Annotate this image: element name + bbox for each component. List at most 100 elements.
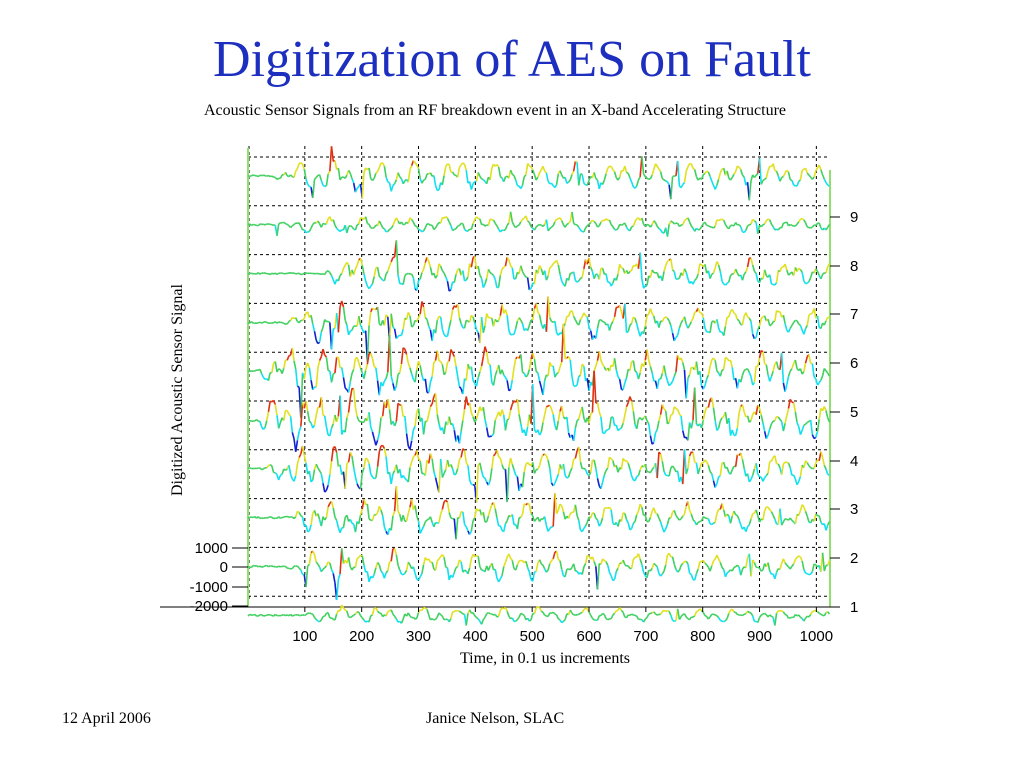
trace-segment — [301, 445, 306, 456]
trace-segment — [687, 501, 691, 511]
trace-segment — [501, 369, 505, 376]
trace-segment — [784, 263, 788, 271]
trace-segment — [677, 277, 680, 280]
trace-segment — [305, 612, 309, 616]
trace-segment — [540, 454, 544, 459]
trace-segment — [695, 227, 699, 231]
trace-segment — [267, 174, 271, 178]
trace-segment — [497, 275, 502, 288]
trace-segment — [782, 315, 786, 324]
trace-segment — [676, 470, 681, 483]
trace-segment — [515, 618, 518, 622]
trace-segment — [672, 175, 675, 178]
trace-segment — [331, 617, 334, 620]
trace-segment — [630, 523, 635, 529]
trace-segment — [468, 479, 473, 485]
trace-segment — [484, 477, 488, 483]
trace-segment — [702, 172, 706, 176]
trace-segment — [776, 228, 779, 231]
trace-segment — [702, 611, 706, 616]
trace-segment — [453, 609, 457, 613]
trace-segment — [721, 503, 725, 511]
trace-segment — [346, 226, 350, 234]
trace-segment — [356, 416, 360, 421]
trace-segment — [397, 372, 401, 375]
trace-segment — [499, 575, 503, 580]
trace-segment — [644, 176, 648, 179]
trace-segment — [786, 376, 790, 385]
trace-segment — [395, 403, 399, 422]
trace-segment — [300, 569, 304, 575]
trace-segment — [635, 323, 640, 331]
trace-segment — [298, 453, 302, 458]
trace-segment — [687, 563, 691, 574]
trace-segment — [397, 510, 401, 515]
trace-segment — [312, 469, 316, 480]
trace-segment — [322, 319, 326, 328]
trace-segment — [641, 217, 645, 225]
trace-segment — [760, 569, 764, 572]
trace-segment — [414, 617, 418, 620]
trace-segment — [543, 270, 548, 281]
trace-segment — [801, 560, 805, 570]
trace-segment — [671, 465, 675, 469]
trace-segment — [674, 619, 677, 623]
trace-segment — [380, 570, 384, 574]
trace-segment — [574, 319, 578, 324]
trace-segment — [419, 573, 423, 578]
trace-segment — [300, 226, 304, 231]
trace-segment — [771, 283, 774, 286]
trace-segment — [608, 572, 612, 577]
trace-segment — [361, 617, 365, 621]
trace-segment — [739, 452, 744, 460]
trace-segment — [368, 285, 372, 290]
trace-segment — [762, 422, 766, 432]
trace-segment — [613, 358, 618, 371]
trace-segment — [417, 408, 422, 422]
trace-segment — [393, 421, 398, 427]
trace-segment — [555, 173, 560, 185]
trace-segment — [271, 465, 275, 473]
trace-segment — [741, 316, 745, 325]
trace-segment — [443, 469, 447, 474]
trace-segment — [724, 317, 728, 327]
trace-segment — [370, 614, 373, 617]
trace-segment — [700, 174, 705, 180]
trace-segment — [675, 334, 679, 339]
trace-segment — [334, 357, 338, 374]
trace-segment — [585, 314, 588, 318]
trace-segment — [349, 173, 353, 179]
y-tick-label: -2000 — [190, 598, 228, 615]
trace-segment — [798, 267, 801, 271]
trace-segment — [274, 361, 278, 373]
trace-segment — [301, 163, 306, 170]
trace-segment — [534, 570, 537, 573]
trace-segment — [313, 331, 317, 341]
trace-segment — [506, 256, 510, 261]
trace-segment — [746, 473, 751, 483]
trace-segment — [508, 330, 512, 336]
trace-segment — [571, 310, 575, 317]
trace-segment — [557, 618, 561, 621]
trace-segment — [798, 323, 801, 326]
trace-segment — [472, 316, 476, 324]
trace-segment — [583, 366, 587, 382]
trace-segment — [462, 448, 466, 452]
trace-segment — [427, 614, 432, 621]
trace-segment — [268, 516, 271, 519]
trace-segment — [320, 473, 324, 484]
trace-segment — [547, 180, 551, 185]
trace-segment — [753, 174, 757, 179]
trace-segment — [642, 360, 647, 367]
trace-segment — [656, 420, 660, 430]
trace-segment — [803, 617, 807, 622]
trace-segment — [407, 612, 411, 617]
trace-segment — [562, 463, 566, 476]
trace-segment — [255, 272, 259, 275]
trace-segment — [770, 370, 774, 377]
trace-segment — [767, 318, 771, 326]
trace-segment — [741, 273, 745, 281]
trace-segment — [803, 219, 807, 224]
trace-segment — [816, 382, 820, 386]
trace-segment — [354, 224, 358, 231]
